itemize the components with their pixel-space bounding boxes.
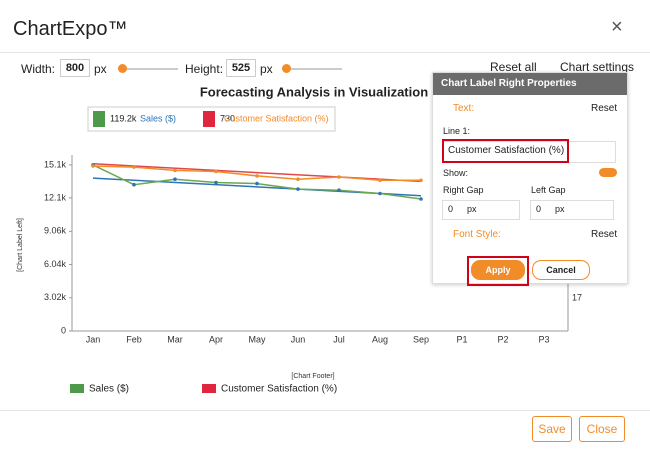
unit: px (555, 204, 565, 214)
reset[interactable]: Reset (591, 229, 618, 240)
gap-box[interactable] (442, 200, 520, 220)
gap-box[interactable] (530, 200, 614, 220)
legend-swatch (70, 384, 84, 393)
save-button[interactable]: Save (532, 416, 572, 442)
show-label: Show: (443, 168, 469, 178)
legend-swatch (203, 111, 215, 127)
unit: px (260, 62, 273, 76)
point (173, 168, 177, 173)
close-x[interactable]: × (611, 16, 623, 38)
width-label: Width: (21, 62, 56, 76)
unit: px (467, 204, 477, 214)
apply-outline (467, 256, 529, 286)
chart-title: Forecasting Analysis in Visualization (200, 84, 428, 99)
y-tick-label: 12.1k (44, 192, 67, 202)
right-tick-label: 17 (572, 292, 582, 302)
point (132, 182, 136, 187)
toggle[interactable] (599, 168, 617, 177)
point (91, 164, 95, 168)
line1-label: Line 1: (443, 126, 471, 136)
legend-name: Customer Satisfaction (%) (224, 113, 329, 123)
app-title: ChartExpo™ (13, 18, 128, 40)
point (214, 180, 218, 185)
y-axis-label: [Chart Label Left] (17, 218, 24, 272)
point (214, 169, 218, 174)
height-label: Height: (185, 62, 224, 76)
reset[interactable]: Reset (591, 103, 618, 114)
x-tick-label: Feb (126, 334, 142, 344)
divider (0, 410, 650, 411)
point (296, 177, 300, 181)
x-tick-label: Jun (291, 334, 306, 344)
point (296, 187, 300, 191)
close-button[interactable]: Close (579, 416, 625, 442)
reset-all[interactable]: Reset all (490, 60, 537, 74)
font-style[interactable]: Font Style: (453, 229, 501, 240)
point (419, 178, 423, 183)
legend-box (87, 106, 336, 132)
apply-button[interactable]: Apply (471, 260, 525, 280)
cancel-button[interactable]: Cancel (532, 260, 590, 280)
slider-knob[interactable] (118, 64, 127, 73)
point (337, 175, 341, 179)
x-tick-label: Jan (86, 334, 101, 344)
point (255, 181, 259, 186)
legend-value: 119.2k (110, 113, 137, 123)
point (378, 191, 382, 196)
point (132, 165, 136, 169)
y-tick-label: 6.04k (44, 259, 67, 269)
x-tick-label: Sep (413, 334, 429, 344)
x-tick-label: P3 (538, 334, 549, 344)
trend-line (92, 163, 422, 183)
section-text[interactable]: Text: (453, 103, 475, 114)
slider[interactable] (282, 68, 342, 70)
chart-footer: [Chart Footer] (291, 373, 334, 380)
left-gap-label: Left Gap (531, 185, 566, 195)
x-tick-label: P2 (497, 334, 508, 344)
x-tick-label: Jul (333, 334, 345, 344)
slider-knob[interactable] (282, 64, 291, 73)
point (378, 178, 382, 183)
x-tick-label: P1 (456, 334, 467, 344)
gap-value[interactable]: 0 (536, 204, 542, 214)
x-tick-label: May (248, 334, 266, 344)
gap-value[interactable]: 0 (448, 204, 454, 214)
legend-name: Sales ($) (140, 113, 176, 123)
chart-settings[interactable]: Chart settings (560, 60, 635, 74)
legend-name: Customer Satisfaction (%) (221, 384, 337, 395)
x-tick-label: Apr (209, 334, 223, 344)
point (255, 174, 259, 178)
x-tick-label: Mar (167, 334, 183, 344)
panel-title: Chart Label Right Properties (433, 73, 627, 95)
legend-swatch (93, 111, 105, 127)
right-gap-label: Right Gap (443, 185, 484, 195)
point (419, 197, 423, 201)
unit: px (94, 62, 107, 76)
point (337, 188, 341, 192)
point (173, 177, 177, 181)
properties-panel: Chart Label Right Properties Text: Reset… (432, 72, 628, 286)
y-tick-label: 9.06k (44, 226, 67, 236)
legend-value: 730 (220, 113, 235, 123)
y-tick-label: 15.1k (44, 159, 67, 169)
y-tick-label: 0 (61, 325, 66, 335)
y-tick-label: 3.02k (44, 292, 67, 302)
line1-input[interactable]: Customer Satisfaction (%) (442, 139, 569, 163)
width-input[interactable]: 800 (60, 59, 90, 77)
x-tick-label: Aug (372, 334, 388, 344)
legend-swatch (202, 384, 216, 393)
height-input[interactable]: 525 (226, 59, 256, 77)
legend-name: Sales ($) (89, 384, 129, 395)
slider[interactable] (118, 68, 178, 70)
divider (0, 52, 650, 53)
